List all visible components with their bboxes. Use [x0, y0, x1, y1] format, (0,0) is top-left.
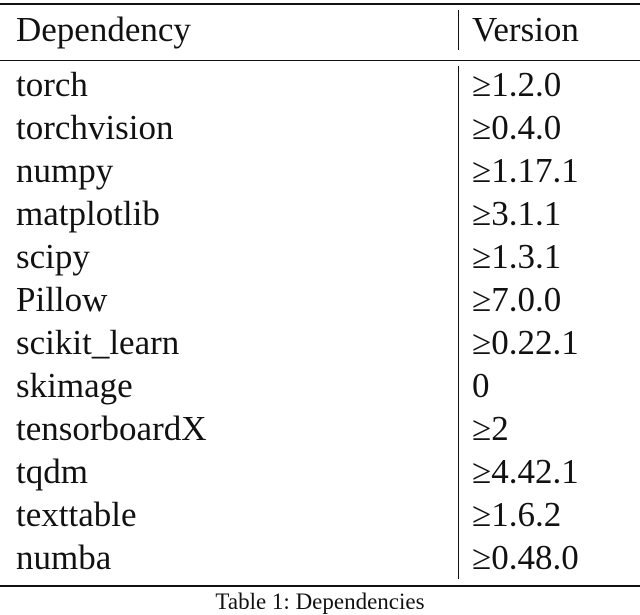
header-dependency: Dependency — [16, 10, 191, 49]
row-dependency: numba — [16, 538, 112, 577]
row-dependency: numpy — [16, 151, 114, 190]
row-version: ≥0.4.0 — [472, 108, 562, 147]
table-bottom-rule — [0, 585, 640, 587]
row-version: ≥1.2.0 — [472, 65, 562, 104]
row-dependency: scikit_learn — [16, 323, 180, 362]
table-top-rule — [0, 3, 640, 5]
row-version: ≥0.22.1 — [472, 323, 579, 362]
header-version: Version — [472, 10, 579, 49]
row-dependency: texttable — [16, 495, 137, 534]
row-version: ≥1.3.1 — [472, 237, 562, 276]
row-version: ≥4.42.1 — [472, 452, 579, 491]
row-dependency: tensorboardX — [16, 409, 207, 448]
row-dependency: torch — [16, 65, 88, 104]
table-caption: Table 1: Dependencies — [215, 589, 425, 614]
row-dependency: skimage — [16, 366, 133, 405]
row-dependency: matplotlib — [16, 194, 160, 233]
row-dependency: torchvision — [16, 108, 174, 147]
row-dependency: Pillow — [16, 280, 108, 319]
row-version: ≥3.1.1 — [472, 194, 562, 233]
row-version: ≥0.48.0 — [472, 538, 579, 577]
row-dependency: tqdm — [16, 452, 88, 491]
row-version: ≥1.6.2 — [472, 495, 562, 534]
row-version: 0 — [472, 366, 490, 405]
table-header-rule — [0, 60, 640, 61]
body-column-divider — [458, 66, 459, 579]
header-column-divider — [458, 10, 459, 50]
row-dependency: scipy — [16, 237, 90, 276]
row-version: ≥1.17.1 — [472, 151, 579, 190]
row-version: ≥2 — [472, 409, 509, 448]
row-version: ≥7.0.0 — [472, 280, 562, 319]
